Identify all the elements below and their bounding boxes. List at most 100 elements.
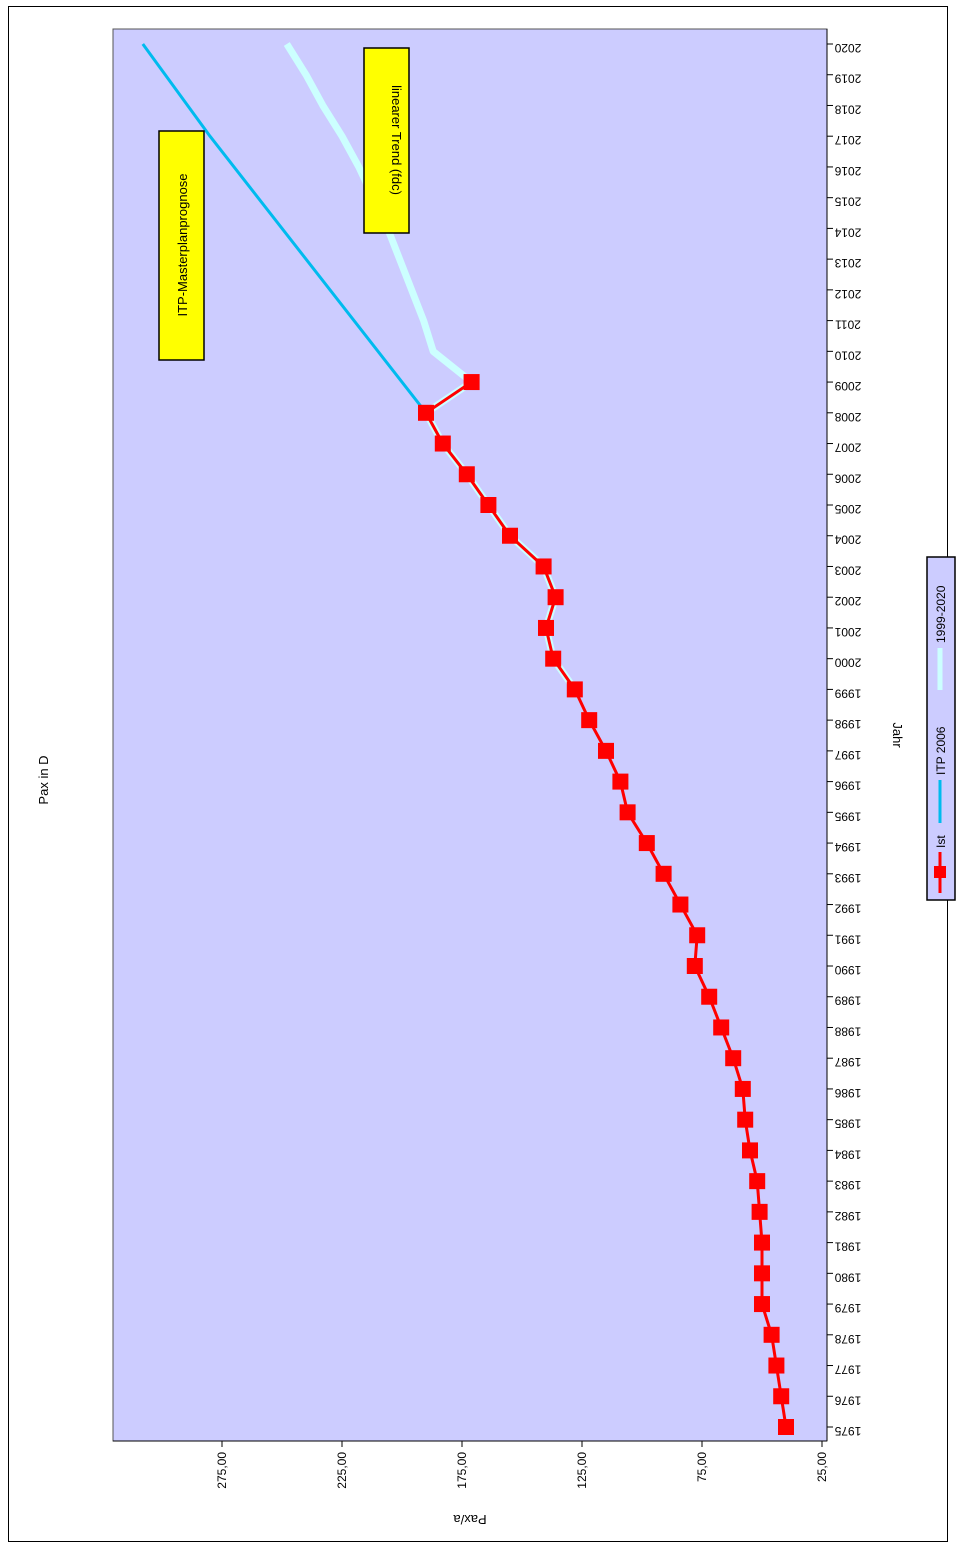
data-point-ist <box>598 742 614 759</box>
data-point-ist <box>749 1173 766 1190</box>
data-point-ist <box>737 1111 754 1128</box>
data-point-ist <box>538 619 554 636</box>
data-point-ist <box>545 650 562 667</box>
x-tick-label: 2016 <box>834 164 861 178</box>
x-tick-label: 2006 <box>834 471 861 485</box>
data-point-ist <box>655 865 672 882</box>
data-point-ist <box>754 1265 770 1282</box>
data-point-ist <box>547 589 564 606</box>
data-point-ist <box>566 681 583 698</box>
plot-area <box>112 28 828 1442</box>
x-tick-label: 1985 <box>834 1117 861 1131</box>
x-tick-label: 1987 <box>834 1055 861 1069</box>
data-point-ist <box>778 1419 794 1435</box>
x-tick-label: 1986 <box>834 1086 861 1100</box>
x-tick-label: 1983 <box>834 1178 861 1192</box>
annotation-linear-trend: linearer Trend (fdc) <box>363 47 410 234</box>
x-tick-label: 2004 <box>834 533 861 547</box>
data-point-ist <box>619 804 636 821</box>
y-tick-label: 175,00 <box>455 1452 469 1489</box>
x-tick-label: 2003 <box>834 563 861 577</box>
x-axis-label: Jahr <box>890 722 905 748</box>
legend-label-itp: ITP 2006 <box>934 726 948 775</box>
data-point-ist <box>754 1234 770 1251</box>
x-tick-label: 1979 <box>834 1301 861 1315</box>
x-tick-label: 1996 <box>834 779 861 793</box>
data-point-ist <box>581 712 598 729</box>
x-tick-label: 2020 <box>834 41 861 55</box>
x-tick-label: 2017 <box>834 133 861 147</box>
series-layer <box>141 42 794 1435</box>
x-tick-label: 1995 <box>834 809 861 823</box>
data-point-ist <box>672 896 689 913</box>
chart-title: Pax in D <box>36 755 51 804</box>
data-point-ist <box>686 958 703 974</box>
data-point-ist <box>458 466 475 483</box>
x-tick-label: 2008 <box>834 410 861 424</box>
data-point-ist <box>713 1019 730 1036</box>
data-point-ist <box>434 435 451 452</box>
series-line-itp-2006 <box>141 43 428 414</box>
x-tick-label: 2015 <box>834 195 861 209</box>
x-tick-label: 1994 <box>834 840 861 854</box>
x-tick-label: 1988 <box>834 1024 861 1038</box>
data-point-ist <box>535 558 552 575</box>
x-tick-label: 1993 <box>834 871 861 885</box>
y-tick-label: 25,00 <box>815 1452 829 1482</box>
x-tick-label: 2005 <box>834 502 861 516</box>
x-tick-label: 1977 <box>834 1363 861 1377</box>
data-point-ist <box>763 1326 780 1343</box>
data-point-ist <box>418 404 434 421</box>
x-tick-label: 1992 <box>834 902 861 916</box>
data-point-ist <box>502 527 518 544</box>
x-tick-label: 2011 <box>835 318 861 332</box>
y-tick-label: 225,00 <box>335 1452 349 1489</box>
data-point-ist <box>480 497 497 513</box>
y-axis: 25,00 75,00 125,00 175,00 225,00 275,00 <box>113 1440 829 1489</box>
legend: Ist ITP 2006 1999-2020 <box>926 556 956 901</box>
x-tick-label: 2000 <box>834 656 861 670</box>
x-tick-label: 2019 <box>834 72 861 86</box>
data-point-ist <box>751 1203 768 1220</box>
x-tick-label: 2012 <box>834 287 861 301</box>
y-tick-label: 125,00 <box>575 1452 589 1489</box>
x-tick-label: 2001 <box>834 625 861 639</box>
data-point-ist <box>689 927 706 944</box>
annotation-itp-masterplan: ITP-Masterplanprognose <box>158 130 205 361</box>
x-tick-label: 1990 <box>834 963 861 977</box>
x-tick-label: 1975 <box>834 1424 861 1438</box>
data-point-ist <box>742 1142 758 1159</box>
data-point-ist <box>612 773 629 790</box>
x-tick-label: 1984 <box>834 1147 861 1161</box>
legend-box <box>926 556 956 901</box>
y-tick-label: 75,00 <box>695 1452 709 1482</box>
x-tick-label: 1982 <box>834 1209 861 1223</box>
x-tick-label: 2007 <box>834 441 861 455</box>
data-point-ist <box>768 1357 785 1374</box>
annotation-itp-masterplan-text: ITP-Masterplanprognose <box>175 173 190 316</box>
annotation-linear-trend-text: linearer Trend (fdc) <box>389 85 404 195</box>
x-tick-label: 2009 <box>834 379 861 393</box>
x-tick-label: 2013 <box>834 256 861 270</box>
x-tick-label: 1981 <box>834 1240 861 1254</box>
data-point-ist <box>773 1388 790 1405</box>
y-axis-label: Pax/a <box>453 1512 487 1527</box>
x-tick-label: 1999 <box>834 686 861 700</box>
x-tick-label: 1976 <box>834 1393 861 1407</box>
data-point-ist <box>463 374 480 391</box>
x-axis: 1975 1976 1977 1978 1979 1980 1981 1982 1983 1984… <box>826 29 861 1441</box>
data-point-ist <box>734 1080 751 1097</box>
x-tick-label: 1997 <box>834 748 861 762</box>
data-point-ist <box>701 988 718 1005</box>
x-tick-label: 2014 <box>834 225 861 239</box>
x-tick-label: 2002 <box>834 594 861 608</box>
legend-label-ist: Ist <box>934 835 948 848</box>
data-point-ist <box>754 1296 770 1313</box>
data-point-ist <box>725 1050 742 1067</box>
x-tick-label: 1991 <box>834 932 861 946</box>
x-tick-label: 2010 <box>834 348 861 362</box>
x-tick-label: 1989 <box>834 994 861 1008</box>
data-point-ist <box>638 835 655 852</box>
y-tick-label: 275,00 <box>215 1452 229 1489</box>
